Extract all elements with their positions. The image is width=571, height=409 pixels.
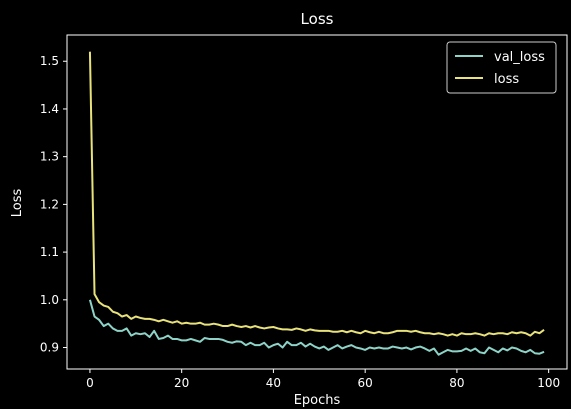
- y-tick-label: 1.1: [40, 245, 59, 259]
- x-tick-label: 100: [537, 376, 560, 390]
- y-tick-label: 1.4: [40, 102, 59, 116]
- y-axis-title: Loss: [10, 189, 25, 218]
- x-axis-title: Epochs: [294, 393, 341, 408]
- x-tick-label: 0: [86, 376, 94, 390]
- chart-title: Loss: [301, 10, 334, 28]
- y-tick-label: 1.3: [40, 150, 59, 164]
- y-tick-label: 1.0: [40, 293, 59, 307]
- legend: val_loss loss: [447, 42, 556, 93]
- x-tick-label: 80: [449, 376, 464, 390]
- y-tick-label: 0.9: [40, 341, 59, 355]
- x-tick-label: 40: [266, 376, 281, 390]
- y-tick-label: 1.5: [40, 54, 59, 68]
- legend-label-loss: loss: [494, 72, 519, 87]
- y-tick-label: 1.2: [40, 197, 59, 211]
- x-tick-label: 20: [174, 376, 189, 390]
- x-tick-label: 60: [358, 376, 373, 390]
- legend-label-val-loss: val_loss: [494, 50, 545, 65]
